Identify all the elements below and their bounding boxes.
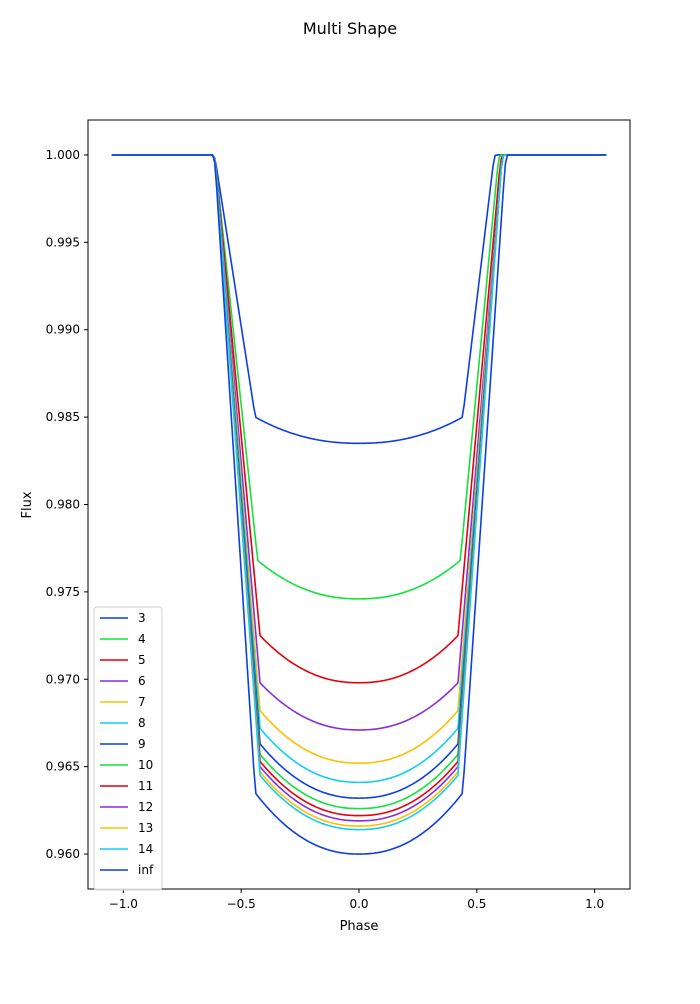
series-line-9 [111,154,607,799]
legend-label-3: 3 [138,611,146,625]
y-tick-label: 0.980 [46,498,80,512]
series-line-4 [111,154,607,600]
x-axis-label: Phase [340,919,379,934]
plot-area-frame [87,119,631,890]
series-line-11 [111,154,607,817]
series-line-6 [111,154,607,731]
y-tick-label: 0.970 [46,672,80,686]
legend-label-11: 11 [138,779,153,793]
series-line-inf [111,154,607,855]
x-axis-ticks: −1.0 −0.5 0.0 0.5 1.0 [109,889,604,911]
series-line-8 [111,154,607,784]
chart-title: Multi Shape [303,19,397,38]
series-line-5 [111,154,607,684]
x-tick-label: 1.0 [585,897,604,911]
legend-label-7: 7 [138,695,146,709]
series-line-12 [111,154,607,822]
legend-label-6: 6 [138,674,146,688]
legend-label-10: 10 [138,758,153,772]
legend: 3 4 5 6 7 8 9 10 11 12 13 14 inf [93,606,163,891]
y-tick-label: 0.990 [46,323,80,337]
legend-label-9: 9 [138,737,146,751]
legend-label-14: 14 [138,842,153,856]
y-tick-label: 0.960 [46,847,80,861]
series-line-10 [111,154,607,810]
series-line-13 [111,154,607,827]
x-tick-label: 0.5 [467,897,486,911]
series-line-7 [111,154,607,764]
x-tick-label: −0.5 [227,897,256,911]
legend-label-5: 5 [138,653,146,667]
y-tick-label: 0.995 [46,235,80,249]
y-tick-label: 0.975 [46,585,80,599]
series-line-3 [111,154,607,445]
y-axis-ticks: 0.960 0.965 0.970 0.975 0.980 0.985 0.990 0.995… [46,148,88,861]
legend-label-8: 8 [138,716,146,730]
y-axis-label: Flux [20,491,35,518]
y-tick-label: 0.985 [46,410,80,424]
x-tick-label: −1.0 [109,897,138,911]
y-tick-label: 0.965 [46,760,80,774]
legend-box [93,606,163,891]
legend-label-13: 13 [138,821,153,835]
legend-label-inf: inf [138,863,154,877]
legend-label-4: 4 [138,632,146,646]
x-tick-label: 0.0 [349,897,368,911]
y-tick-label: 1.000 [46,148,80,162]
series-line-14 [111,154,607,831]
legend-label-12: 12 [138,800,153,814]
